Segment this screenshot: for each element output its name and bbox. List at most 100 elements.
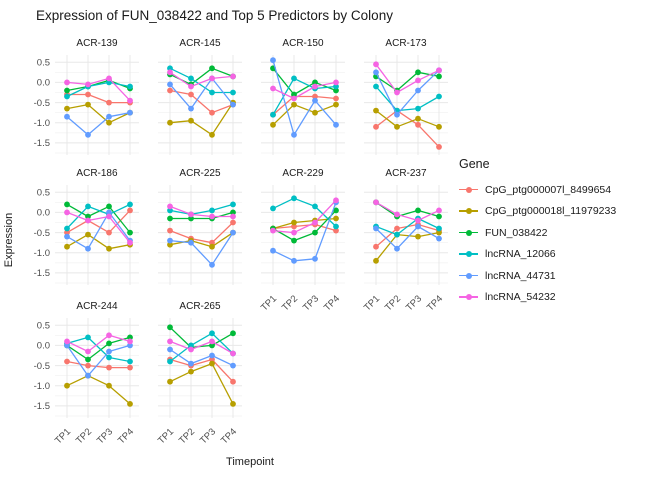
x-tick-label: TP4 — [322, 293, 342, 313]
data-point — [209, 356, 215, 363]
data-point — [373, 83, 379, 90]
series-line-CpG_ptg000018l_11979233 — [66, 375, 131, 405]
data-point — [230, 213, 236, 220]
data-point — [85, 372, 91, 379]
data-point — [209, 261, 215, 268]
series-line-lncRNA_44731 — [169, 348, 234, 367]
data-point — [127, 207, 133, 214]
series-line-CpG_ptg000018l_11979233 — [169, 232, 234, 248]
data-point — [127, 229, 133, 236]
data-point — [167, 358, 173, 365]
data-point — [230, 101, 236, 108]
data-point — [188, 346, 194, 353]
data-point — [415, 77, 421, 84]
y-tick-label: 0.0 — [37, 341, 50, 352]
data-point — [291, 95, 297, 102]
data-point — [85, 348, 91, 355]
data-point — [415, 217, 421, 224]
legend-key-dot — [465, 186, 472, 193]
data-point — [64, 105, 70, 112]
series-line-lncRNA_54232 — [169, 205, 233, 218]
y-tick-label: -1.0 — [34, 381, 50, 392]
data-point — [312, 229, 318, 236]
legend-items: CpG_ptg000007l_8499654 CpG_ptg000018l_119… — [459, 183, 616, 304]
data-point — [167, 215, 173, 222]
data-point — [167, 237, 173, 244]
data-point — [291, 195, 297, 202]
series-line-FUN_038422 — [375, 71, 440, 92]
series-line-lncRNA_12066 — [375, 217, 440, 236]
data-point — [436, 93, 442, 100]
data-point — [188, 211, 194, 218]
data-point — [106, 203, 112, 210]
data-point — [85, 231, 91, 238]
facet-title: ACR-186 — [76, 168, 118, 179]
data-point — [373, 123, 379, 130]
legend-label: lncRNA_12066 — [485, 248, 556, 260]
data-point — [333, 101, 339, 108]
data-point — [167, 203, 173, 210]
series-line-lncRNA_54232 — [66, 211, 131, 244]
x-tick-label: TP1 — [53, 426, 73, 446]
data-point — [291, 131, 297, 138]
x-tick-label: TP3 — [404, 293, 424, 313]
data-point — [291, 237, 297, 244]
legend-key-icon — [459, 248, 478, 261]
data-point — [230, 378, 236, 385]
data-point — [230, 330, 236, 337]
data-point — [270, 111, 276, 118]
data-point — [312, 255, 318, 262]
x-tick-label: TP2 — [177, 426, 197, 446]
data-point — [106, 79, 112, 86]
legend-key-dot — [465, 208, 472, 214]
series-line-lncRNA_12066 — [66, 203, 131, 229]
data-point — [209, 352, 215, 359]
series-line-CpG_ptg000007l_8499654 — [169, 222, 234, 244]
data-point — [312, 97, 318, 104]
facet-title: ACR-225 — [179, 168, 221, 179]
data-point — [127, 338, 133, 345]
x-tick-label: TP3 — [198, 426, 218, 446]
data-point — [373, 61, 379, 68]
data-point — [127, 358, 133, 365]
y-tick-label: -1.5 — [34, 268, 50, 279]
data-point — [373, 225, 379, 232]
data-point — [85, 203, 91, 210]
series-line-lncRNA_44731 — [66, 112, 131, 136]
x-axis-title: Timepoint — [226, 456, 274, 468]
x-tick-label: TP2 — [383, 293, 403, 313]
data-point — [85, 91, 91, 98]
data-point — [270, 205, 276, 212]
data-point — [270, 121, 276, 128]
x-tick-label: TP4 — [116, 426, 136, 446]
series-line-lncRNA_54232 — [66, 334, 131, 353]
series-line-FUN_038422 — [272, 67, 337, 96]
data-point — [394, 211, 400, 218]
legend: Gene CpG_ptg000007l_8499654 CpG_ptg000018… — [459, 157, 616, 312]
data-point — [415, 115, 421, 122]
data-point — [394, 111, 400, 118]
series-line-FUN_038422 — [66, 203, 131, 234]
data-point — [291, 257, 297, 264]
data-point — [106, 245, 112, 252]
x-tick-label: TP1 — [362, 293, 382, 313]
data-point — [64, 342, 70, 349]
facet-title: ACR-237 — [385, 168, 427, 179]
data-point — [64, 201, 70, 208]
legend-key-icon — [459, 226, 478, 239]
data-point — [85, 131, 91, 138]
data-point — [64, 87, 70, 94]
series-line-lncRNA_54232 — [169, 71, 234, 88]
series-line-lncRNA_54232 — [169, 340, 234, 355]
legend-key-dot — [465, 272, 472, 279]
data-point — [436, 207, 442, 214]
series-line-lncRNA_44731 — [272, 202, 337, 262]
series-line-CpG_ptg000007l_8499654 — [375, 109, 440, 148]
legend-key-dot — [465, 229, 472, 236]
data-point — [209, 109, 215, 116]
data-point — [270, 57, 276, 64]
legend-item-FUN_038422: FUN_038422 — [459, 226, 616, 239]
data-point — [291, 219, 297, 226]
data-point — [333, 87, 339, 94]
